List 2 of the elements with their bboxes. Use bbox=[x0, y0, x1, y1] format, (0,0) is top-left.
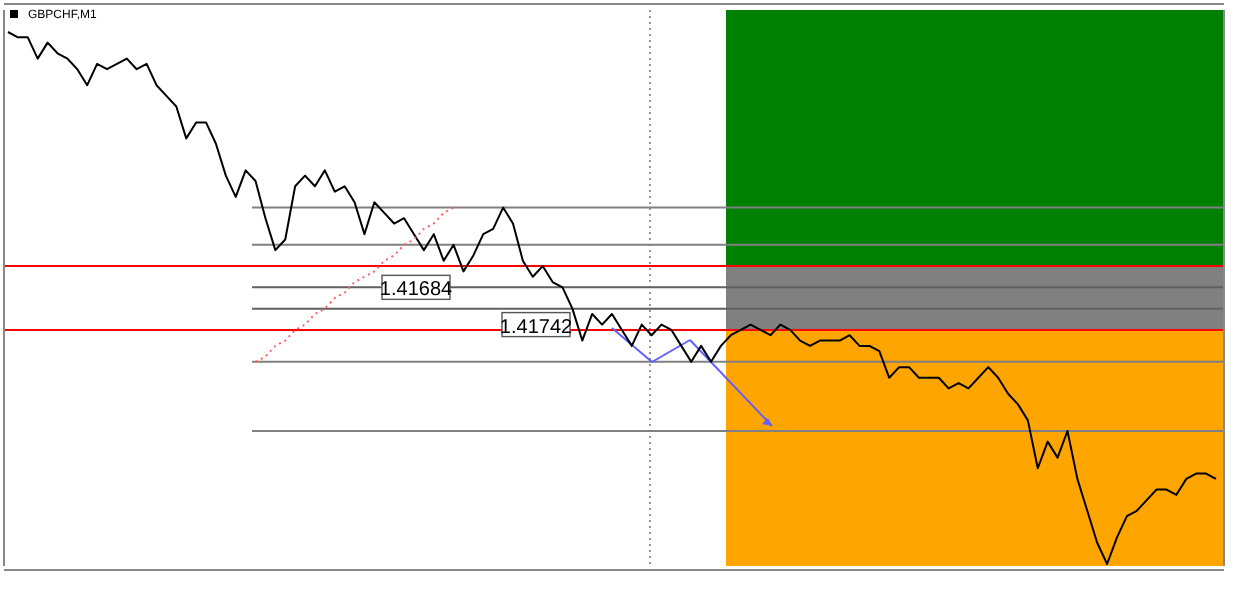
annotation: 1.41684 bbox=[379, 279, 454, 302]
annotation: 1.41742 bbox=[499, 316, 574, 339]
